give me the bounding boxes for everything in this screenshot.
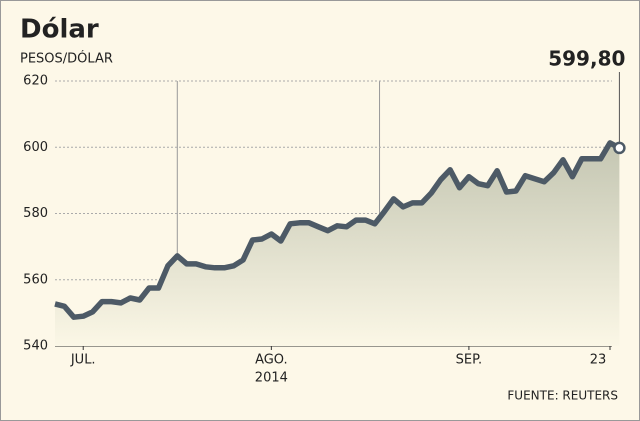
- y-tick-label: 600: [23, 140, 48, 155]
- x-tick-label: AGO.: [255, 353, 288, 368]
- y-tick-label: 540: [23, 339, 48, 354]
- plot: 540 560 580 600 620 599,80 JUL. AGO. 2014 SEP. 23: [23, 47, 626, 386]
- chart-subtitle: PESOS/DÓLAR: [20, 51, 113, 67]
- value-label: 599,80: [548, 47, 625, 71]
- source: FUENTE: REUTERS: [507, 389, 618, 403]
- x-tick-label: SEP.: [456, 353, 482, 368]
- area: [55, 142, 620, 346]
- year-label: 2014: [255, 371, 288, 386]
- end-marker: [613, 141, 626, 155]
- y-tick-label: 620: [23, 74, 48, 89]
- x-tick-label: 23: [590, 353, 607, 368]
- y-tick-label: 560: [23, 272, 48, 287]
- line: [54, 140, 621, 320]
- y-tick-label: 580: [23, 206, 48, 221]
- x-tick-label: JUL.: [70, 353, 96, 368]
- chart-title: Dólar: [20, 15, 99, 45]
